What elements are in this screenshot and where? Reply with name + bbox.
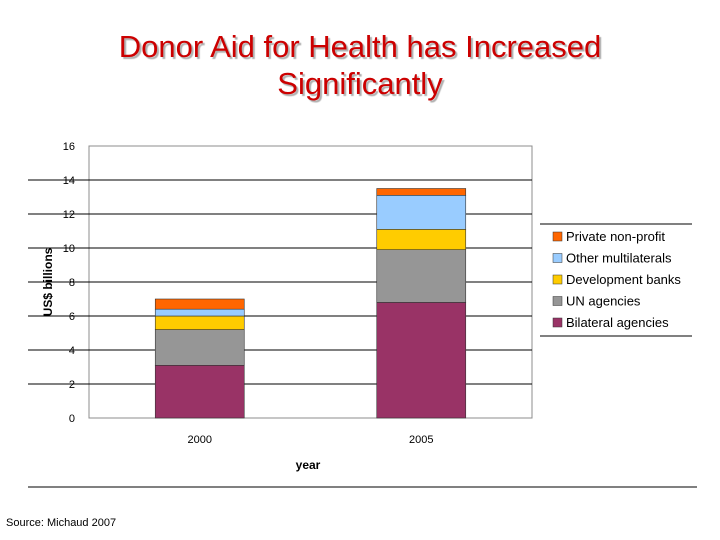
y-tick-labels: 0 2 4 6 8 10 12 14 16	[63, 141, 75, 425]
y-tick-label: 8	[69, 277, 75, 289]
y-tick-label: 10	[63, 243, 75, 255]
legend-label: Private non-profit	[566, 229, 665, 244]
slide-title-line-1: Donor Aid for Health has Increased	[118, 29, 602, 64]
bars-group	[154, 188, 467, 419]
y-tick-label: 14	[63, 175, 75, 187]
bar-segment	[154, 315, 245, 330]
bar-segment	[376, 249, 467, 303]
x-axis-label: year	[296, 458, 321, 472]
x-tick-labels: 2000 2005	[188, 434, 434, 446]
legend-swatch	[552, 296, 563, 306]
legend-label: Other multilaterals	[566, 251, 672, 266]
bar-segment	[154, 329, 245, 366]
legend-box	[540, 224, 692, 336]
bar-segment	[376, 188, 467, 196]
slide-title: Donor Aid for Health has Increased Signi…	[0, 28, 720, 102]
bar-segment	[376, 229, 467, 251]
legend-label: Bilateral agencies	[566, 315, 669, 330]
legend-swatch	[552, 253, 563, 263]
legend-label: UN agencies	[566, 294, 641, 309]
x-tick-label: 2005	[409, 434, 433, 446]
source-note: Source: Michaud 2007	[6, 517, 117, 529]
y-tick-label: 4	[69, 345, 75, 357]
y-tick-label: 6	[69, 311, 75, 323]
legend-swatch	[552, 317, 563, 328]
y-tick-label: 0	[69, 413, 75, 425]
legend-swatch	[552, 231, 563, 242]
y-axis-label: US$ billions	[41, 247, 55, 316]
legend-swatch	[552, 274, 563, 285]
bar-segment	[154, 298, 245, 310]
bar-segment	[376, 195, 467, 230]
legend: Private non-profit Other multilaterals Dev…	[540, 223, 692, 337]
legend-label: Development banks	[566, 272, 681, 287]
x-tick-label: 2000	[188, 434, 212, 446]
slide-title-line-2: Significantly	[277, 66, 443, 101]
bar-segment	[376, 302, 467, 419]
y-tick-label: 12	[63, 209, 75, 221]
bar-segment	[154, 364, 245, 419]
y-tick-label: 16	[63, 141, 75, 153]
y-tick-label: 2	[69, 379, 75, 391]
bar-segment	[154, 308, 245, 317]
